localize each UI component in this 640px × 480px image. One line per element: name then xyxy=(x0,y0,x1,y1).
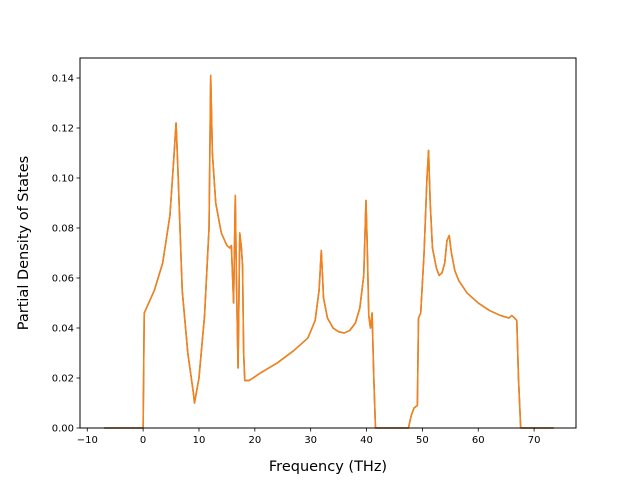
x-axis-label: Frequency (THz) xyxy=(269,459,387,475)
x-tick-label: 40 xyxy=(360,435,373,446)
series-layer xyxy=(104,74,554,429)
x-tick-label: 70 xyxy=(528,435,541,446)
y-tick-label: 0.14 xyxy=(52,74,74,85)
x-tick-label: 10 xyxy=(193,435,206,446)
x-tick-label: 0 xyxy=(140,435,146,446)
y-tick-label: 0.08 xyxy=(52,224,74,235)
y-axis-ticks: 0.00 0.02 0.04 0.06 0.08 0.10 0.12 0.14 xyxy=(52,74,80,435)
y-tick-label: 0.04 xyxy=(52,324,74,335)
x-tick-label: 30 xyxy=(304,435,317,446)
x-tick-label: 60 xyxy=(472,435,485,446)
plot-frame xyxy=(79,57,577,429)
x-tick-label: 20 xyxy=(248,435,261,446)
y-tick-label: 0.00 xyxy=(52,424,74,435)
y-axis-label: Partial Density of States xyxy=(16,156,32,330)
y-tick-label: 0.10 xyxy=(52,174,74,185)
x-axis-ticks: −10 0 10 20 30 40 50 60 70 xyxy=(77,428,541,446)
series-line-2 xyxy=(104,74,554,429)
y-tick-label: 0.02 xyxy=(52,374,74,385)
x-tick-label: 50 xyxy=(416,435,429,446)
y-tick-label: 0.12 xyxy=(52,124,74,135)
x-tick-label: −10 xyxy=(77,435,98,446)
y-tick-label: 0.06 xyxy=(52,274,74,285)
